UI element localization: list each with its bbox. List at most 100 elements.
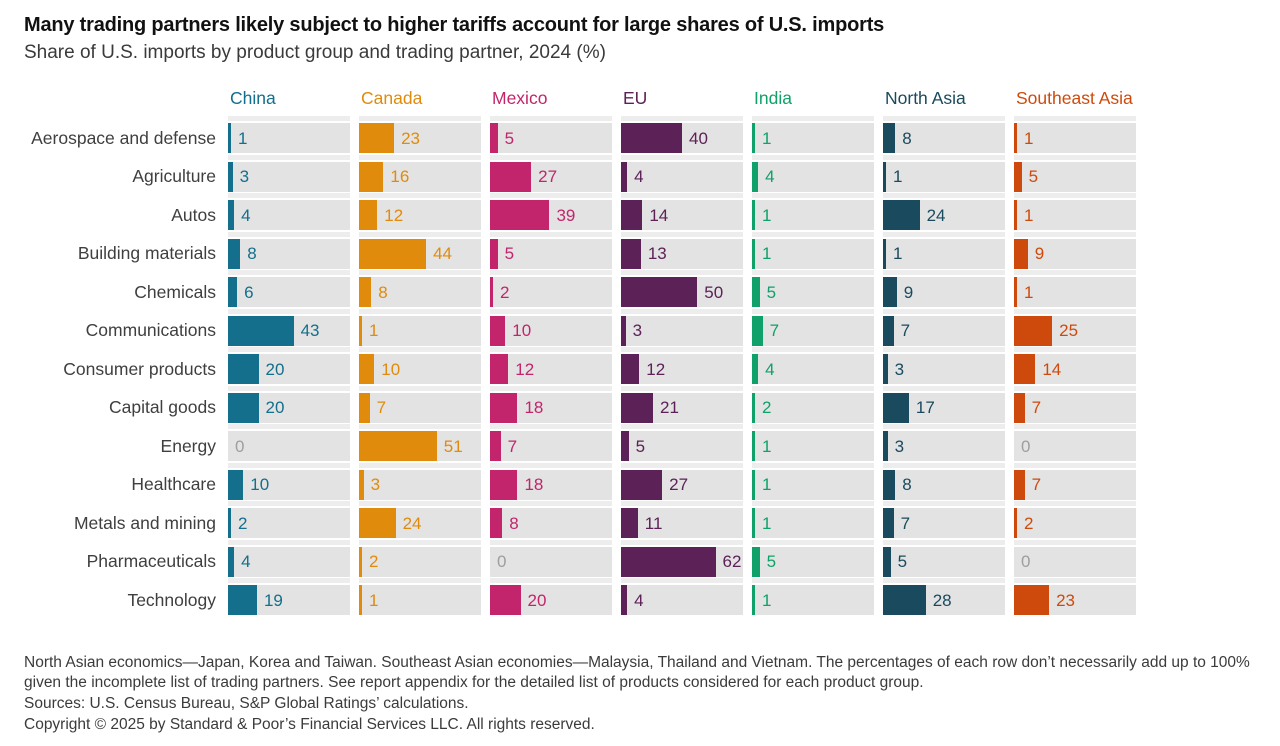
bar-track: 1 [359, 315, 481, 346]
bar-value-label: 51 [443, 436, 463, 456]
chart-row: Healthcare 10 3 18 27 1 8 7 [24, 462, 1256, 502]
bar-track-strip [621, 154, 743, 160]
bar-value-label: 2 [1024, 513, 1034, 533]
bar-value-label: 4 [634, 590, 644, 610]
bar-cell: 1 [359, 578, 481, 617]
bar-cell: 4 [752, 347, 874, 386]
bar-track: 4 [752, 161, 874, 192]
bar [752, 585, 755, 615]
bar-track-strip [883, 578, 1005, 583]
bar-value-label: 4 [765, 167, 775, 186]
bar-value-label: 7 [900, 321, 911, 340]
bar-cell: 1 [1014, 193, 1136, 232]
bar-cell: 5 [621, 424, 743, 463]
bar-track-strip [752, 385, 874, 391]
row-label: Technology [127, 589, 216, 610]
column-header: Canada [361, 88, 423, 108]
bar-cell: 14 [621, 193, 743, 232]
bar-track: 24 [883, 200, 1005, 230]
bar-value-label: 1 [893, 244, 903, 263]
bar-track: 28 [883, 585, 1005, 615]
bar-track-strip [621, 385, 743, 391]
bar-track: 20 [228, 354, 350, 384]
bar-track-strip [1014, 270, 1136, 275]
bar-track-strip [1014, 501, 1136, 506]
bar-track: 39 [490, 200, 612, 230]
bar-track-strip [1014, 231, 1136, 237]
bar-value-label: 39 [556, 205, 576, 225]
bar [752, 315, 763, 346]
bar [752, 200, 755, 230]
bar-track-strip [359, 270, 481, 275]
row-label: Energy [160, 435, 216, 456]
bar-track-strip [883, 385, 1005, 391]
bar [883, 354, 888, 384]
bar-track: 20 [228, 392, 350, 423]
chart-row: Aerospace and defense 1 23 5 40 1 8 1 [24, 116, 1256, 155]
bar-track-strip [359, 193, 481, 198]
bar-track-strip [359, 308, 481, 314]
bar-track: 21 [621, 392, 743, 423]
bar-cell: 20 [490, 578, 612, 617]
bar-track-strip [228, 270, 350, 275]
bar-cell: 21 [621, 385, 743, 425]
bar-cell: 4 [752, 154, 874, 194]
chart-row: Autos 4 12 39 14 1 24 1 [24, 193, 1256, 232]
bar-track: 1 [752, 200, 874, 230]
bar-track-strip [228, 231, 350, 237]
bar-value-label: 1 [1024, 128, 1034, 148]
bar-track: 4 [752, 354, 874, 384]
bar-value-label: 0 [497, 552, 507, 571]
bar-value-label: 0 [235, 436, 245, 456]
bar-track: 1 [883, 238, 1005, 269]
bar [228, 277, 238, 307]
bar-cell: 3 [621, 308, 743, 348]
bar-track: 7 [883, 508, 1005, 538]
bar-cell: 4 [228, 539, 350, 579]
bar-value-label: 18 [524, 398, 544, 417]
bar-track-strip [490, 578, 612, 583]
bar-cell: 5 [490, 231, 612, 271]
bar-track-strip [1014, 347, 1136, 352]
bar-cell: 9 [1014, 231, 1136, 271]
bar-track: 14 [621, 200, 743, 230]
bar-value-label: 7 [900, 513, 911, 533]
bar-track: 9 [883, 277, 1005, 307]
bar-value-label: 10 [381, 359, 401, 379]
bar [621, 200, 643, 230]
chart-rows: Aerospace and defense 1 23 5 40 1 8 1 Agricultur… [24, 116, 1256, 617]
bar [490, 431, 501, 461]
row-label: Pharmaceuticals [86, 551, 216, 572]
row-label: Metals and mining [73, 512, 216, 533]
bar-value-label: 20 [265, 359, 285, 379]
bar-track: 17 [883, 392, 1005, 423]
bar-track: 24 [359, 508, 481, 538]
bar-track: 7 [1014, 469, 1136, 500]
bar-value-label: 62 [722, 552, 742, 571]
bar [883, 315, 894, 346]
bar-value-label: 44 [433, 244, 453, 263]
bar-track: 8 [228, 238, 350, 269]
chart-row: Pharmaceuticals 4 2 0 62 5 5 0 [24, 539, 1256, 579]
bar-cell: 17 [883, 385, 1005, 425]
row-label: Communications [85, 320, 216, 341]
column-header: Mexico [492, 88, 548, 108]
bar [621, 469, 663, 500]
bar-cell: 1 [883, 231, 1005, 271]
chart-row: Capital goods 20 7 18 21 2 17 7 [24, 385, 1256, 425]
bar-cell: 2 [752, 385, 874, 425]
bar-value-label: 1 [1024, 205, 1034, 225]
bar-cell: 51 [359, 424, 481, 463]
bar-track-strip [621, 501, 743, 506]
bar-value-label: 4 [241, 552, 251, 571]
bar-track: 7 [490, 431, 612, 461]
bar-cell: 7 [883, 308, 1005, 348]
bar-track-strip [752, 270, 874, 275]
bar [621, 392, 654, 423]
bar-track-strip [1014, 539, 1136, 545]
bar-value-label: 2 [500, 282, 510, 302]
bar-track-strip [490, 501, 612, 506]
bar-cell: 1 [752, 424, 874, 463]
bar [228, 392, 259, 423]
bar [359, 585, 362, 615]
